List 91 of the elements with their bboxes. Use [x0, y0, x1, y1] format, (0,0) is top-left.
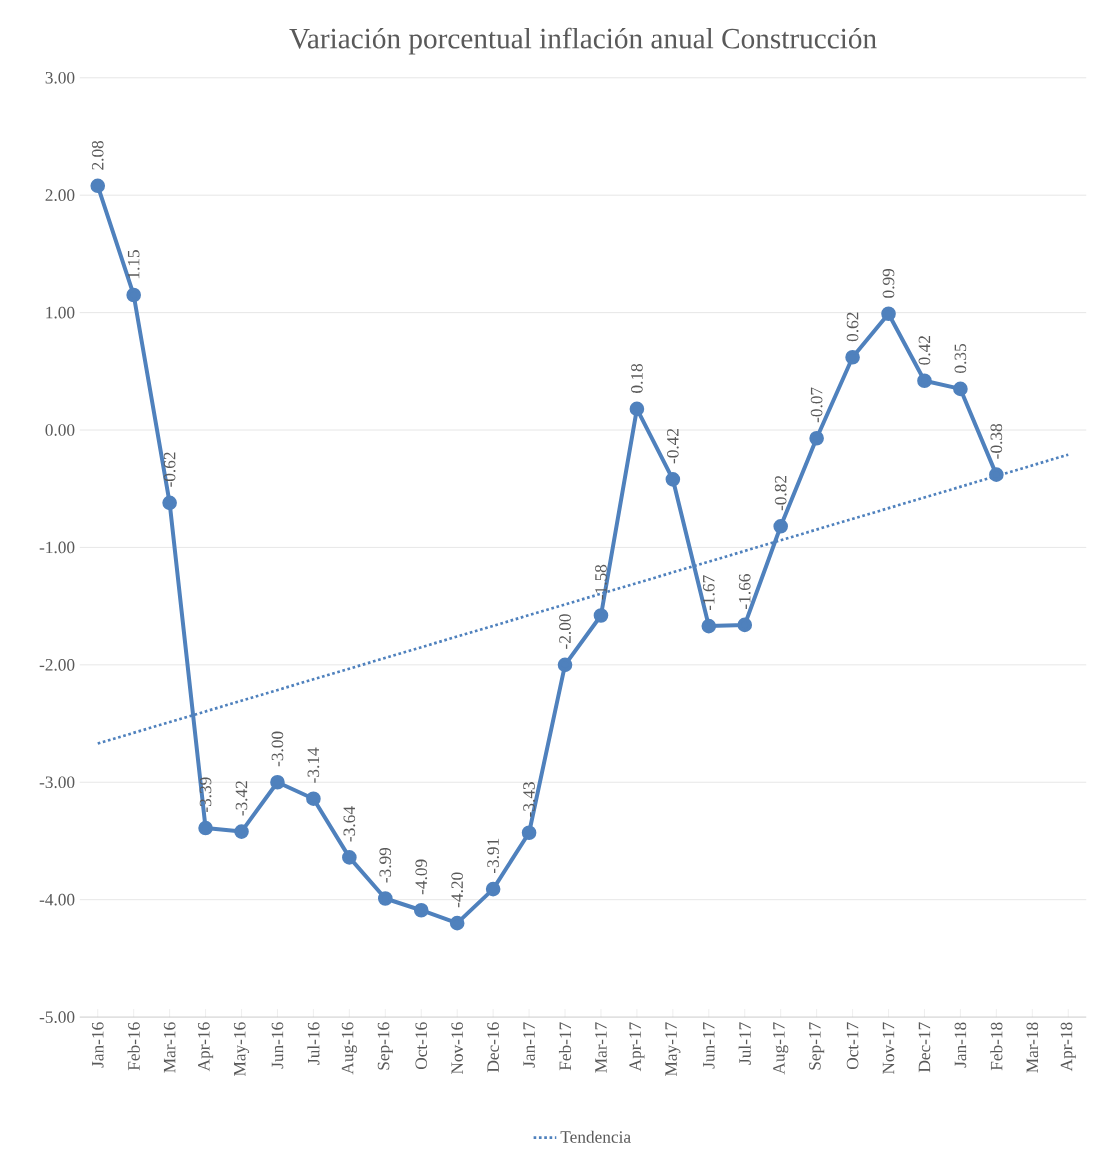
point: [701, 618, 717, 634]
data-label: -3.00: [271, 731, 284, 767]
y-tick-label: -2.00: [39, 658, 75, 671]
x-tick-label: Jan-17: [523, 1022, 535, 1068]
x-tick-label: Feb-17: [559, 1022, 572, 1071]
x-tick-label: Oct-17: [846, 1022, 859, 1070]
x-tick-label: Feb-16: [127, 1022, 140, 1071]
x-tick-label: Jul-16: [307, 1022, 320, 1065]
point: [665, 472, 681, 487]
point: [342, 850, 357, 865]
y-tick-label: -1.00: [39, 541, 75, 554]
point: [162, 495, 178, 511]
data-label: -0.07: [810, 387, 823, 423]
point: [593, 608, 609, 623]
data-label: -1.66: [738, 574, 751, 609]
x-tick-label: Oct-16: [415, 1022, 428, 1070]
data-label: -3.43: [523, 782, 536, 817]
point: [989, 467, 1004, 482]
data-label: -0.62: [163, 452, 176, 487]
data-label: -0.82: [774, 475, 787, 511]
x-tick-label: Aug-16: [341, 1022, 358, 1075]
data-label: -3.99: [379, 847, 392, 883]
data-label: -3.14: [307, 747, 320, 783]
x-tick-label: Dec-16: [487, 1022, 500, 1073]
x-tick-label: Apr-16: [198, 1022, 214, 1072]
x-tick-label: Sep-17: [809, 1022, 825, 1070]
x-tick-label: Apr-17: [629, 1022, 645, 1072]
x-tick-label: Mar-16: [163, 1022, 176, 1073]
point: [737, 617, 753, 633]
data-label: 0.99: [882, 268, 895, 298]
point: [90, 178, 106, 194]
x-tick-label: Jan-16: [92, 1022, 104, 1068]
point: [198, 820, 213, 836]
y-tick-label: 2.00: [45, 189, 75, 202]
point: [521, 825, 537, 841]
point: [917, 373, 932, 389]
y-tick-label: -3.00: [39, 776, 75, 789]
point: [953, 381, 968, 397]
x-tick-label: Sep-16: [377, 1022, 393, 1070]
data-label: -3.39: [199, 777, 212, 813]
point: [557, 657, 573, 673]
data-label: -1.67: [703, 575, 715, 611]
data-label: -0.42: [667, 428, 679, 464]
x-tick-label: Nov-17: [882, 1022, 895, 1075]
data-label: -3.42: [235, 781, 248, 816]
x-tick-label: Feb-18: [990, 1022, 1003, 1071]
data-label: 1.15: [127, 250, 140, 279]
point: [126, 287, 142, 303]
x-tick-label: Nov-16: [451, 1022, 464, 1075]
x-tick-label: Jan-18: [954, 1022, 967, 1068]
point: [485, 881, 501, 897]
data-label: 0.35: [954, 344, 967, 373]
point: [629, 401, 645, 417]
x-tick-label: Mar-18: [1026, 1022, 1039, 1073]
x-tick-label: Dec-17: [918, 1022, 931, 1073]
x-tick-label: Jun-16: [271, 1022, 284, 1069]
data-label: -4.09: [415, 859, 428, 895]
y-tick-label: -5.00: [39, 1011, 75, 1023]
point: [414, 902, 429, 918]
x-tick-label: May-16: [234, 1022, 250, 1076]
x-tick-label: Jul-17: [738, 1022, 751, 1065]
data-label: 0.18: [631, 363, 643, 393]
chart-title: Variación porcentual inflación anual Construcción: [289, 27, 877, 55]
data-label: -1.58: [595, 564, 607, 600]
point: [773, 518, 789, 534]
x-tick-label: Mar-17: [595, 1022, 607, 1073]
data-label: -3.91: [487, 838, 500, 874]
x-tick-label: Jun-17: [703, 1022, 715, 1069]
point: [809, 430, 825, 446]
legend-label: Tendencia: [560, 1130, 631, 1143]
point: [378, 891, 393, 906]
data-label: -0.38: [990, 423, 1003, 459]
x-tick-label: Apr-18: [1060, 1022, 1076, 1072]
y-tick-label: 0.00: [45, 424, 75, 436]
data-label: -2.00: [559, 614, 571, 649]
y-tick-label: 3.00: [45, 71, 75, 84]
point: [270, 774, 285, 790]
data-label: -3.64: [343, 806, 356, 842]
data-label: 0.42: [918, 336, 931, 365]
data-label: -4.20: [451, 872, 464, 908]
y-tick-label: -4.00: [39, 893, 75, 906]
point: [234, 824, 249, 839]
x-tick-label: Aug-17: [773, 1022, 789, 1075]
point: [306, 791, 321, 807]
data-label: 2.08: [91, 140, 104, 170]
data-label: 0.62: [846, 312, 859, 342]
x-tick-label: May-17: [665, 1022, 681, 1076]
y-tick-label: 1.00: [46, 306, 75, 319]
point: [845, 349, 860, 365]
point: [881, 306, 896, 322]
point: [449, 915, 465, 931]
